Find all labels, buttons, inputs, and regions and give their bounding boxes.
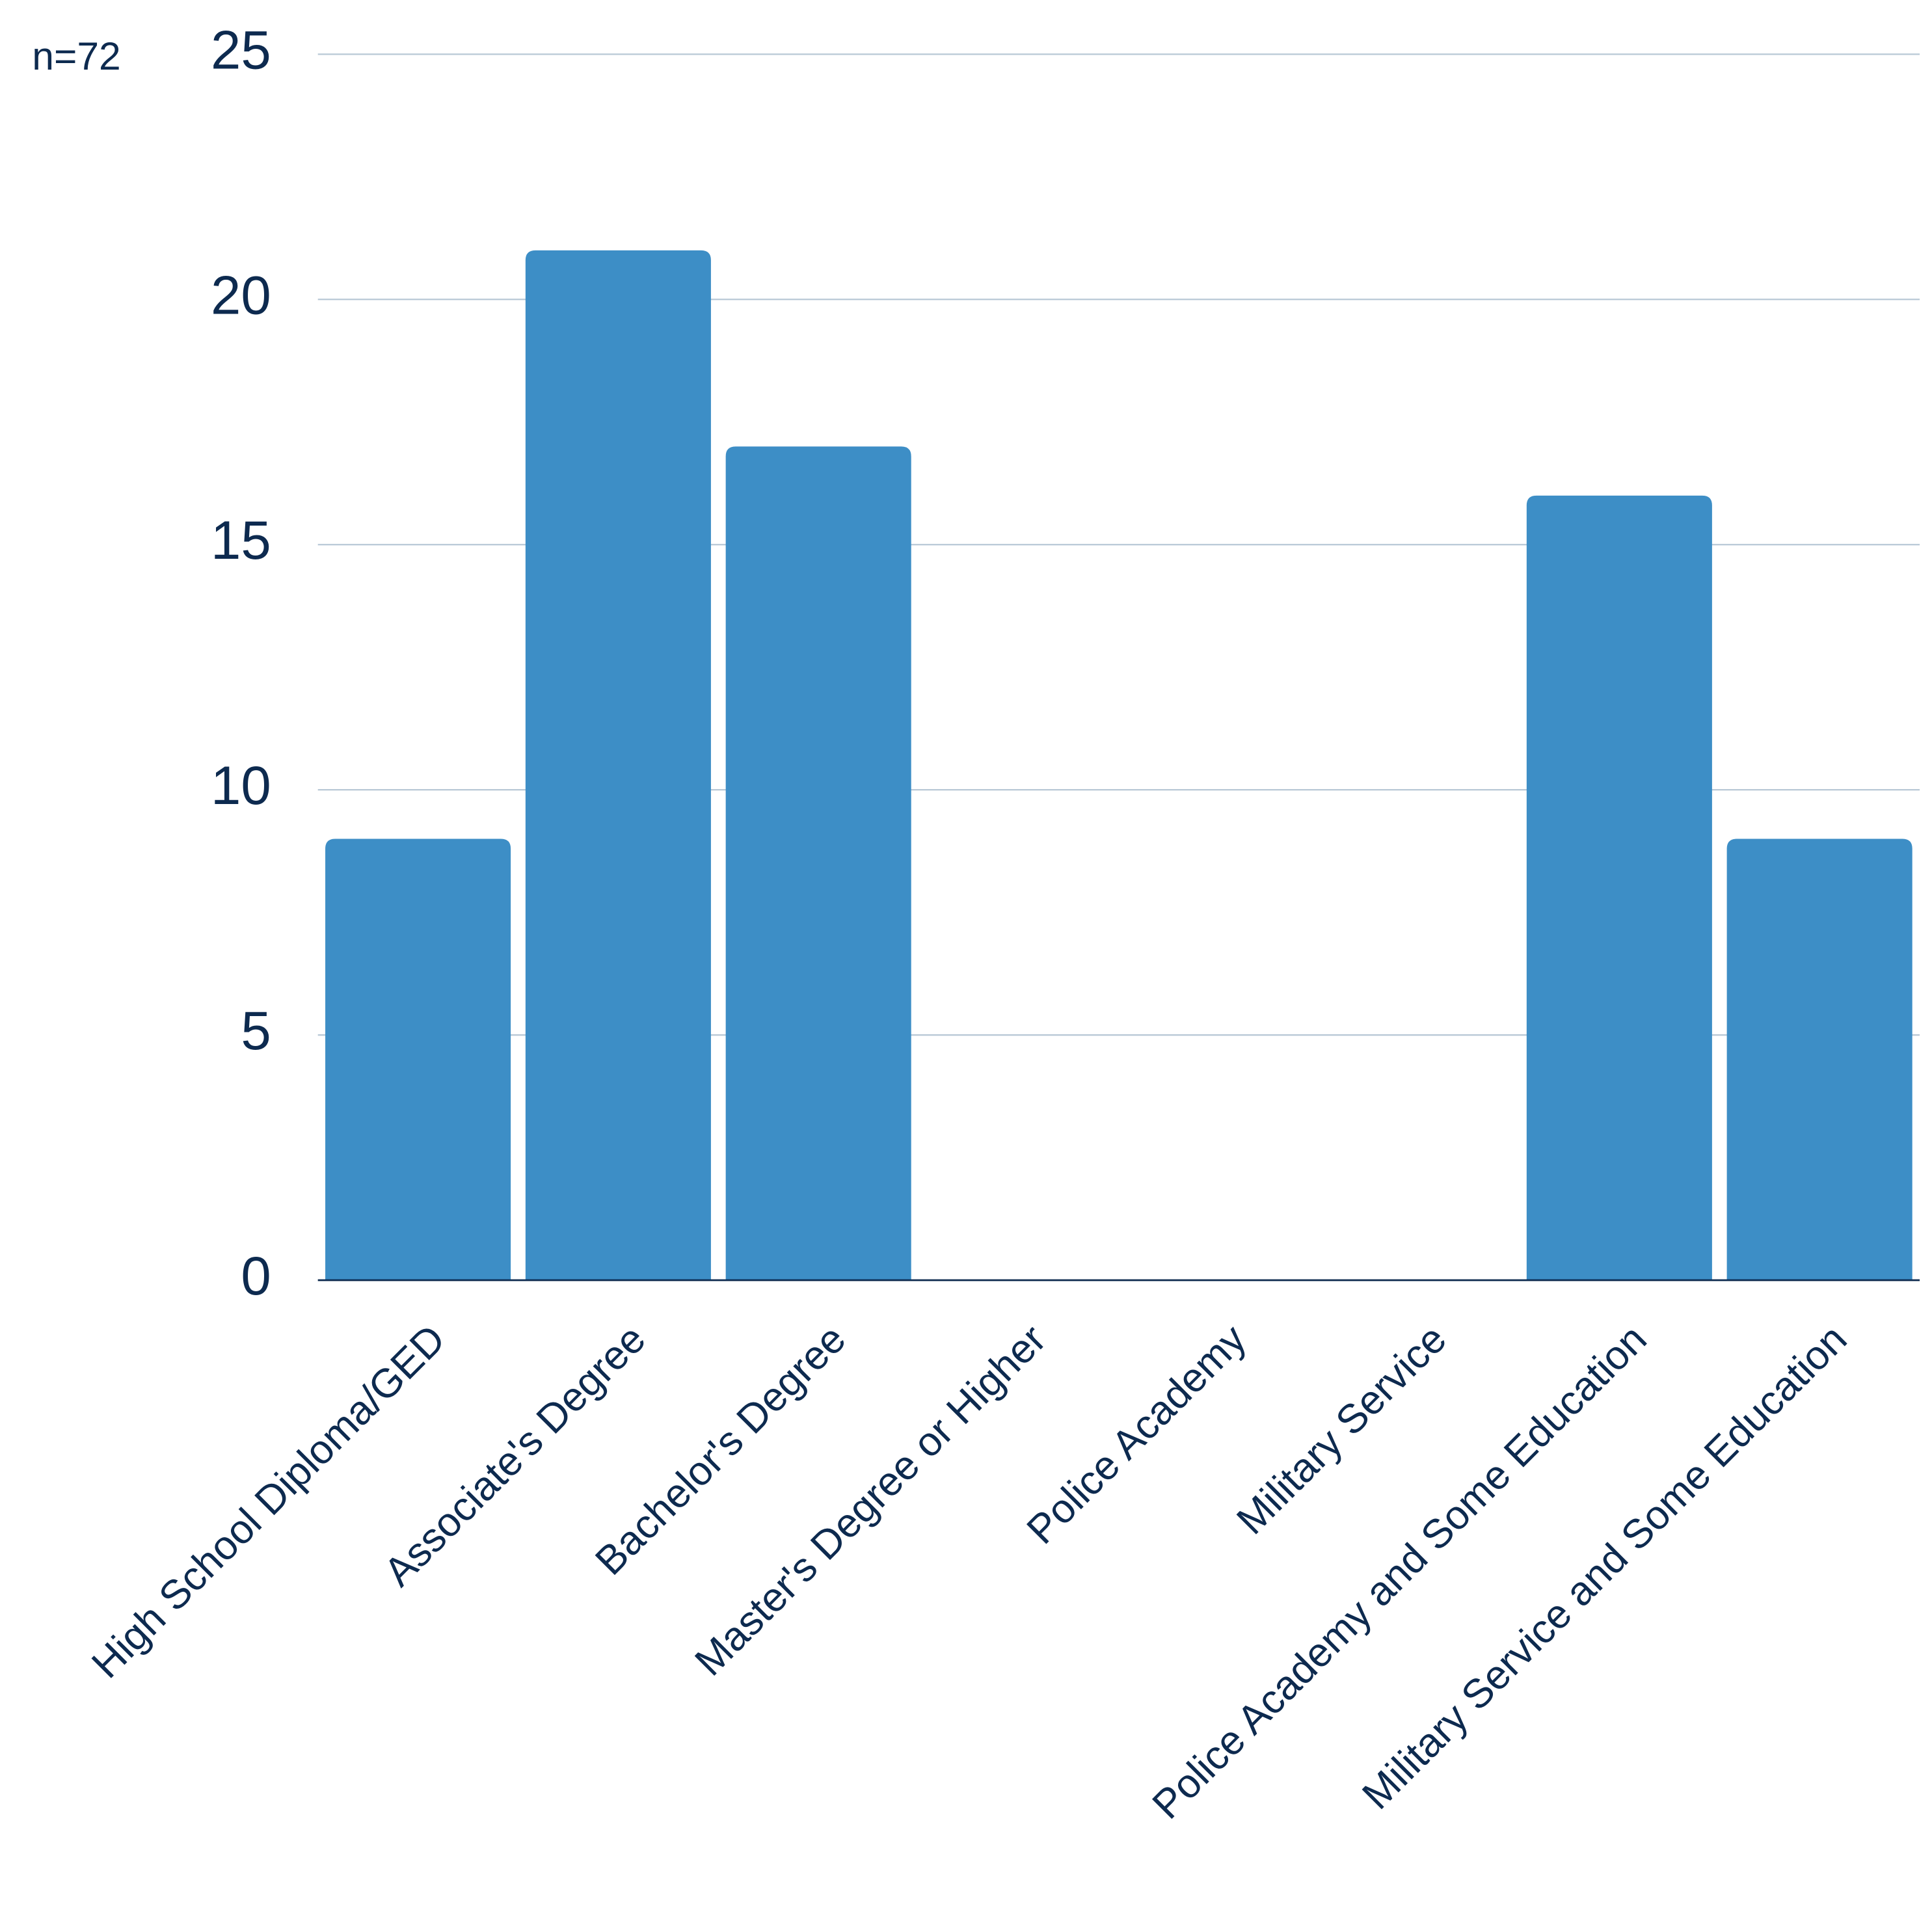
bar: [325, 839, 511, 1281]
y-tick-label: 15: [211, 510, 271, 570]
x-tick-label: Master's Degree or Higher: [686, 1316, 1054, 1684]
y-tick-label: 25: [211, 20, 271, 80]
y-tick-label: 10: [211, 755, 271, 816]
bar: [725, 446, 911, 1281]
x-tick-label: Police Academy: [1018, 1316, 1255, 1553]
bar: [525, 250, 711, 1281]
x-tick-label: Military Service: [1228, 1316, 1455, 1543]
bar: [1526, 495, 1712, 1281]
y-tick-label: 0: [241, 1246, 271, 1306]
annotation: n=72: [32, 34, 121, 78]
y-tick-label: 20: [211, 265, 271, 325]
y-tick-label: 5: [241, 1000, 271, 1061]
x-tick-label: High School Diploma/GED: [83, 1316, 454, 1687]
bar: [1726, 839, 1912, 1281]
